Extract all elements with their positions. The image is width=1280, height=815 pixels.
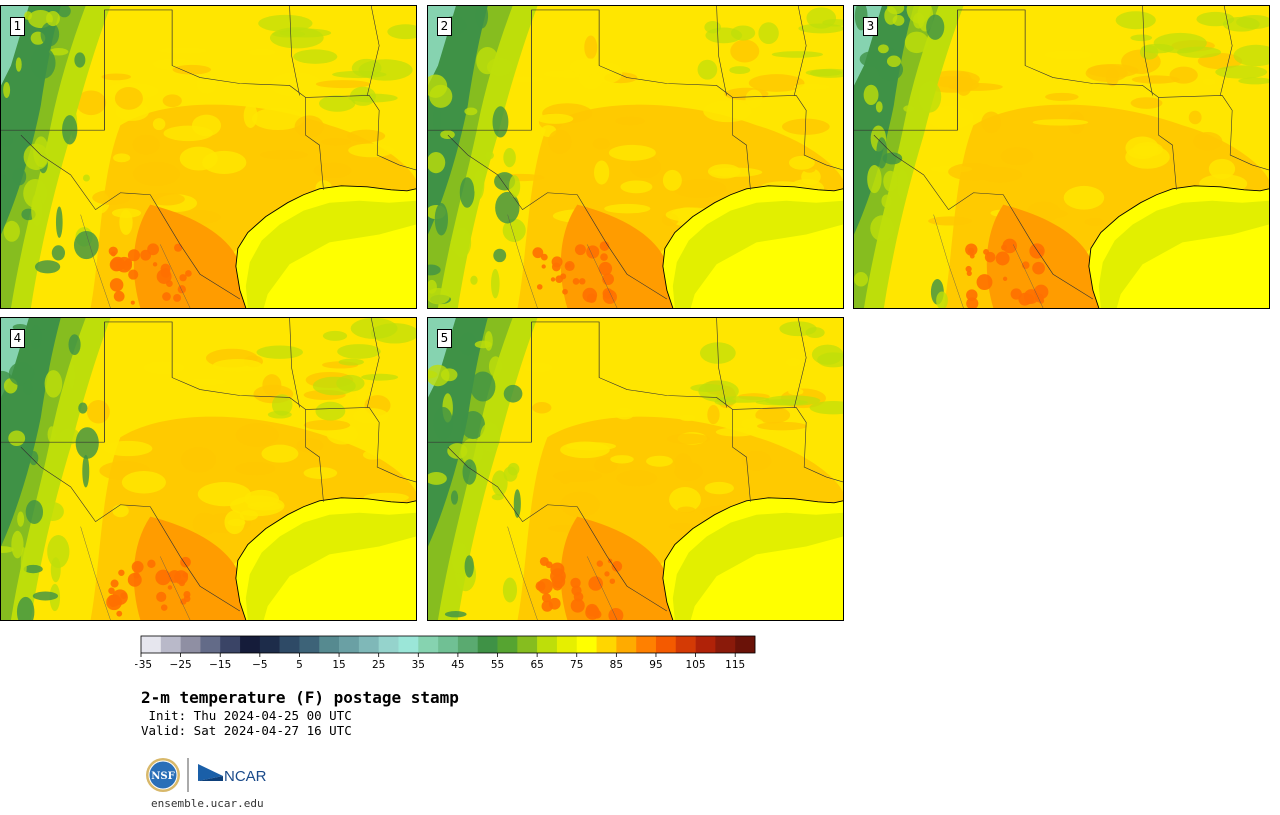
member-label: 3 — [863, 17, 878, 36]
logos: NSF NCAR — [146, 758, 267, 792]
colorbar-tick-label: 65 — [530, 659, 543, 671]
colorbar-bin — [358, 636, 379, 653]
temperature-map — [854, 6, 1269, 308]
colorbar-tick-label: 35 — [412, 659, 425, 671]
colorbar-tick-label: 105 — [686, 659, 706, 671]
colorbar-tick-label: 115 — [725, 659, 745, 671]
colorbar-bin — [299, 636, 320, 653]
member-panel-3: 3 — [853, 5, 1270, 309]
colorbar-bin — [517, 636, 538, 653]
colorbar-tick-label: −15 — [209, 659, 231, 671]
colorbar-bin — [596, 636, 617, 653]
colorbar-bin — [180, 636, 201, 653]
member-label: 5 — [437, 329, 452, 348]
colorbar-bin — [715, 636, 736, 653]
ncar-logo-text: NCAR — [224, 768, 267, 785]
colorbar-bin — [378, 636, 399, 653]
colorbar-bin — [655, 636, 677, 653]
colorbar-tick-label: 75 — [570, 659, 583, 671]
colorbar-bin — [319, 636, 340, 653]
colorbar-bin — [240, 636, 261, 653]
colorbar-tick-label: 45 — [451, 659, 464, 671]
nsf-logo: NSF — [146, 758, 180, 792]
colorbar-tick-label: 25 — [372, 659, 385, 671]
colorbar-tick-label: 55 — [491, 659, 504, 671]
colorbar-bin — [735, 636, 756, 653]
colorbar-bin — [141, 636, 162, 653]
colorbar-bin — [576, 636, 597, 653]
valid-time: Valid: Sat 2024-04-27 16 UTC — [141, 723, 352, 738]
member-label: 2 — [437, 17, 452, 36]
colorbar-tick-label: 5 — [296, 659, 303, 671]
colorbar-tick-label: −5 — [252, 659, 267, 671]
colorbar-tick-label: 15 — [332, 659, 345, 671]
colorbar-bin — [675, 636, 696, 653]
member-label: 4 — [10, 329, 25, 348]
site-url: ensemble.ucar.edu — [151, 797, 264, 810]
colorbar-bin — [616, 636, 637, 653]
colorbar-tick-label: −35 — [135, 659, 152, 671]
member-panel-2: 2 — [427, 5, 844, 309]
colorbar-bin — [259, 636, 280, 653]
member-panel-4: 4 — [0, 317, 417, 621]
colorbar-bin — [457, 636, 479, 653]
colorbar-bin — [200, 636, 221, 653]
temperature-map — [1, 318, 416, 620]
colorbar-bin — [537, 636, 558, 653]
init-time: Init: Thu 2024-04-25 00 UTC — [141, 708, 352, 723]
colorbar-bin — [160, 636, 181, 653]
member-panel-5: 5 — [427, 317, 844, 621]
member-label: 1 — [10, 17, 25, 36]
colorbar-tick-label: 85 — [610, 659, 623, 671]
product-title: 2-m temperature (F) postage stamp — [141, 688, 459, 707]
member-panel-1: 1 — [0, 5, 417, 309]
colorbar-bin — [220, 636, 241, 653]
temperature-map — [428, 318, 843, 620]
colorbar-bin — [418, 636, 439, 653]
colorbar-bin — [339, 636, 360, 653]
colorbar-bin — [636, 636, 657, 653]
colorbar-bin — [438, 636, 459, 653]
colorbar-tick-label: −25 — [170, 659, 192, 671]
temperature-colorbar: −35 −25 −15 −5 5 15 25 35 45 55 65 75 85 95 105 115 — [135, 635, 756, 671]
nsf-logo-text: NSF — [151, 771, 174, 782]
colorbar-bin — [497, 636, 518, 653]
colorbar-bin — [398, 636, 419, 653]
colorbar-bin — [695, 636, 716, 653]
ncar-logo: NCAR — [198, 764, 267, 785]
temperature-map — [428, 6, 843, 308]
colorbar-bin — [279, 636, 300, 653]
colorbar-bin — [477, 636, 498, 653]
colorbar-tick-label: 95 — [649, 659, 662, 671]
temperature-map — [1, 6, 416, 308]
colorbar-bin — [556, 636, 578, 653]
title-block: 2-m temperature (F) postage stamp Init: … — [141, 688, 459, 738]
